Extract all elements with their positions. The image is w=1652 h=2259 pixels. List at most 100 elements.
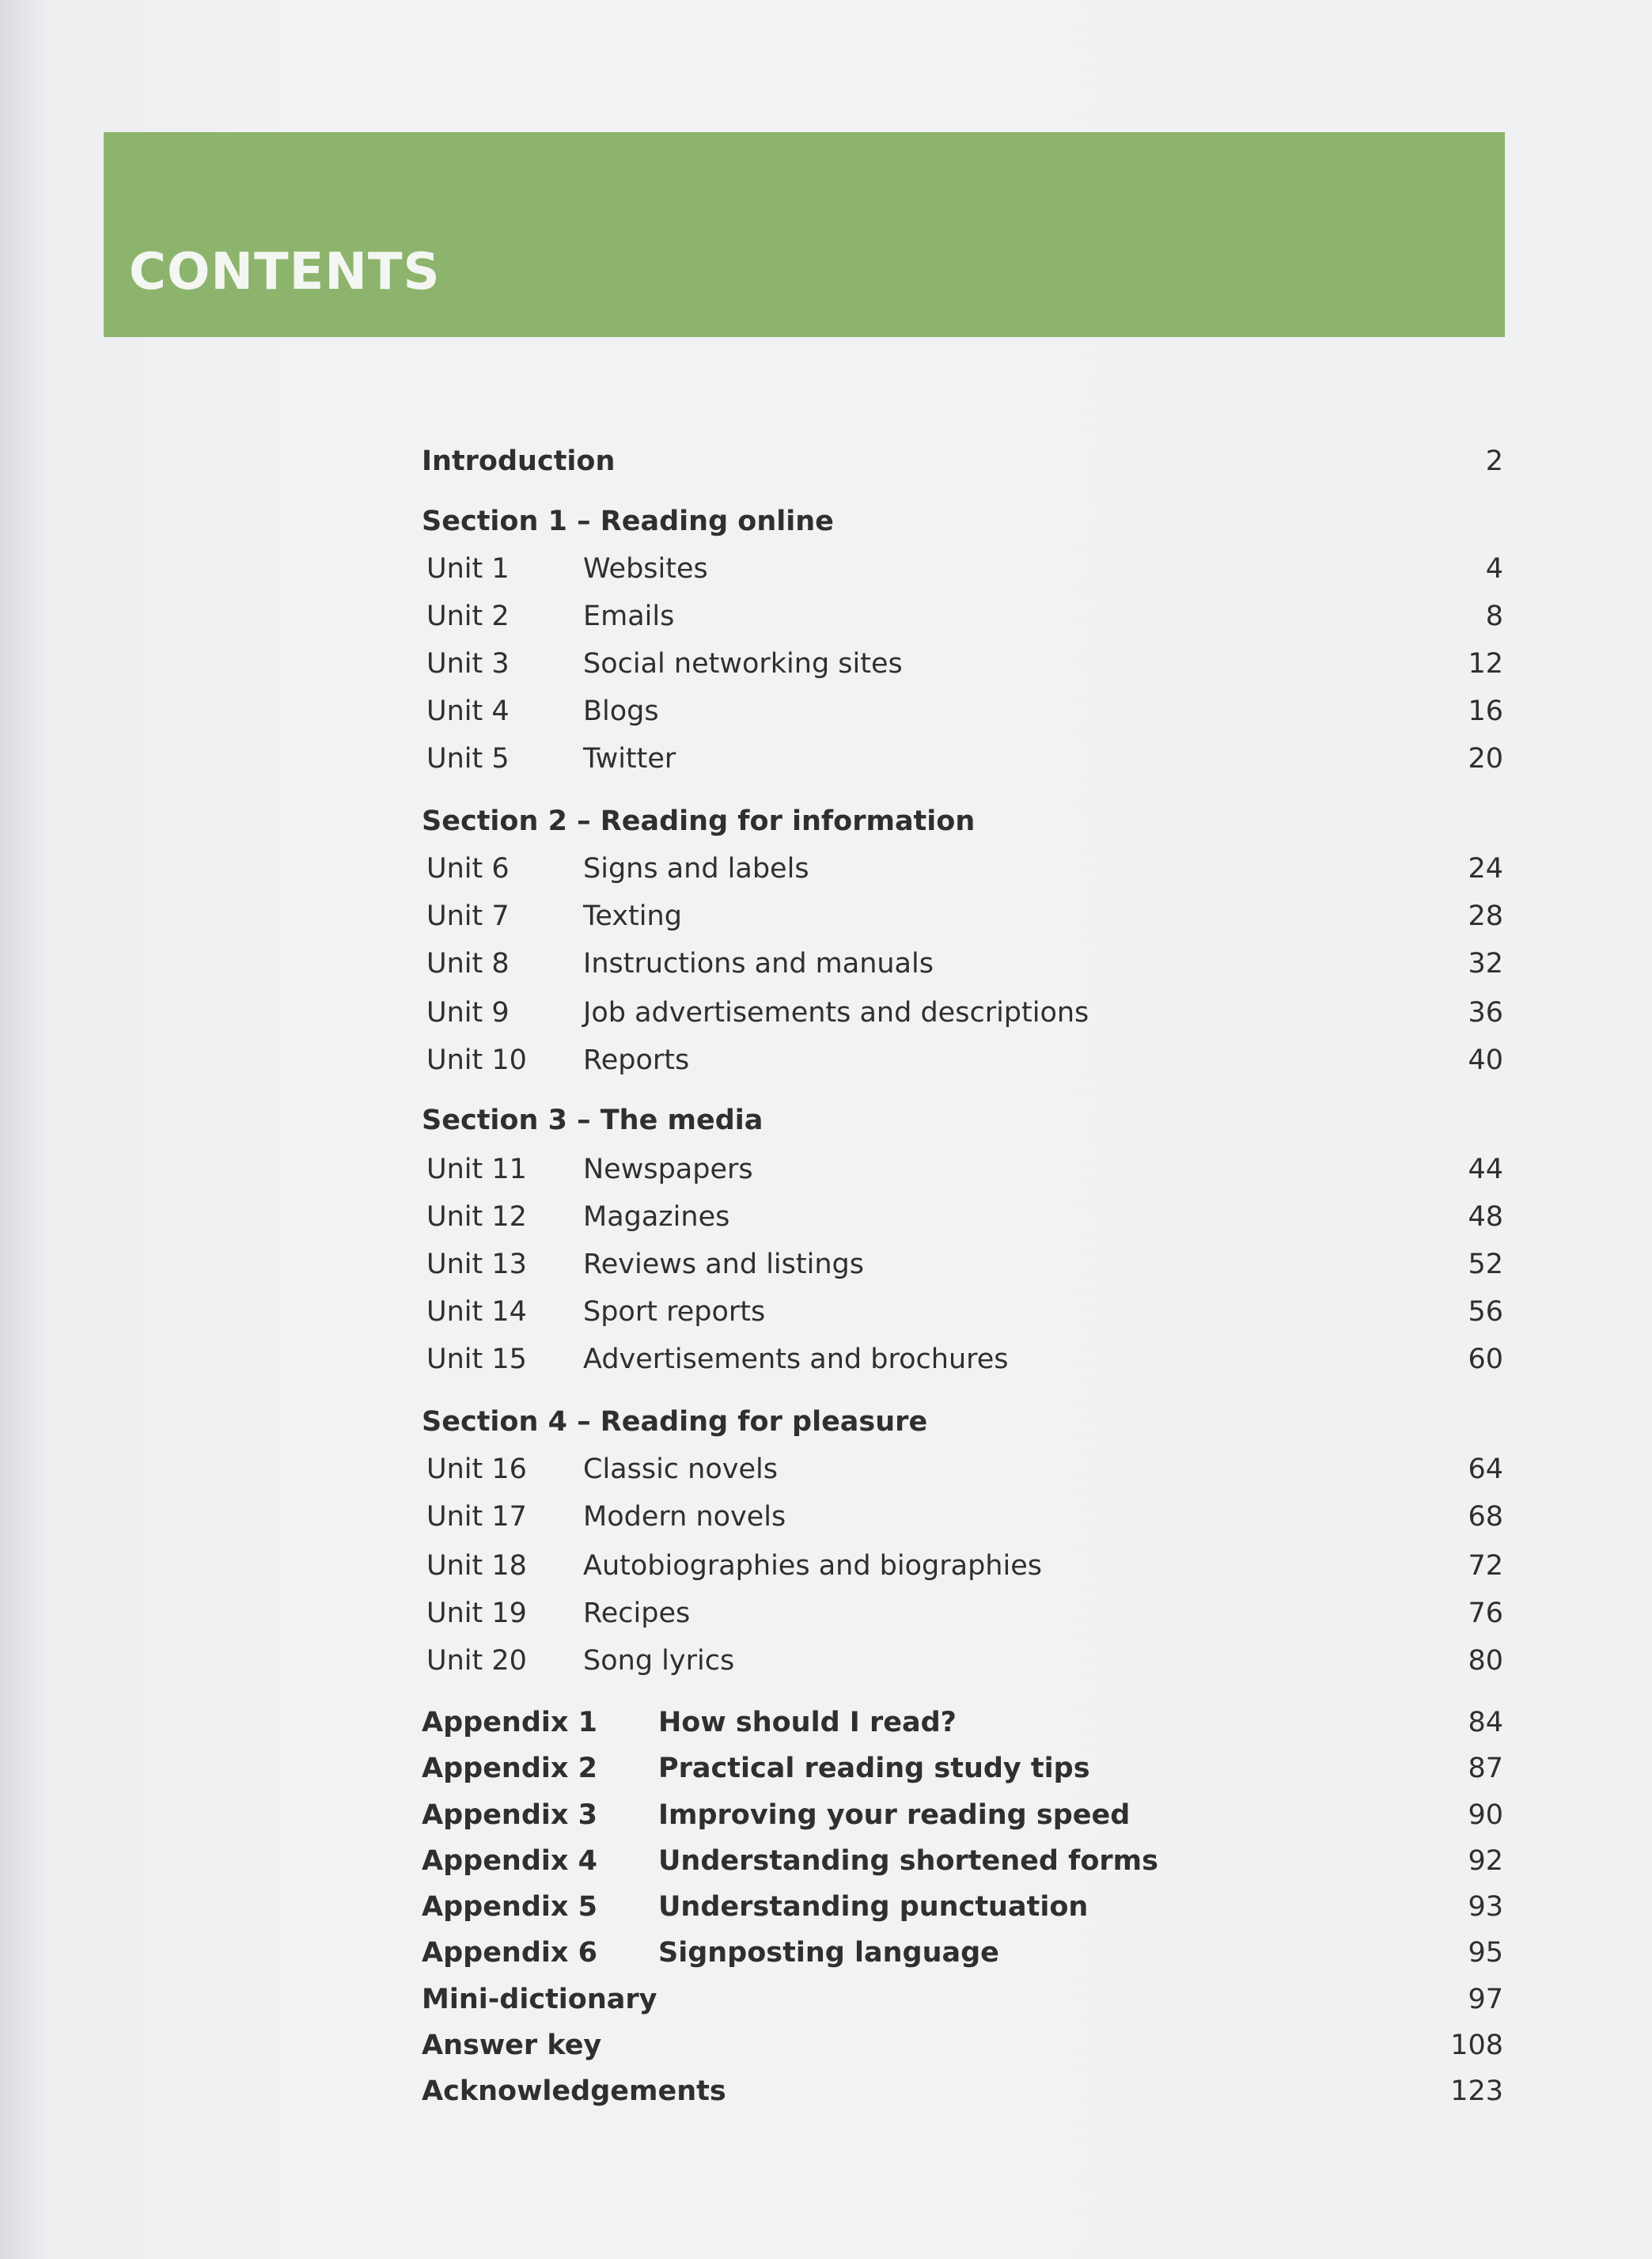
page-number: 16 [1468, 696, 1503, 728]
page-number: 68 [1468, 1500, 1503, 1533]
page-number: 12 [1468, 648, 1503, 680]
appendix-title: Practical reading study tips [658, 1753, 1090, 1785]
unit-number: Unit 8 [426, 947, 510, 980]
unit-title: Song lyrics [583, 1644, 735, 1677]
page-number: 108 [1450, 2029, 1503, 2061]
toc-entry: Appendix 4 Understanding shortened forms 9… [0, 1841, 1652, 1881]
unit-number: Unit 10 [426, 1044, 527, 1076]
toc-entry: Unit 2 Emails 8 [0, 597, 1652, 636]
unit-title: Blogs [583, 696, 659, 728]
page-number: 123 [1450, 2075, 1503, 2108]
toc-entry: Unit 20 Song lyrics 80 [0, 1641, 1652, 1681]
unit-title: Reviews and listings [583, 1249, 864, 1281]
unit-number: Unit 3 [426, 648, 510, 680]
unit-title: Social networking sites [583, 648, 903, 680]
unit-number: Unit 17 [426, 1500, 527, 1533]
toc-entry: Unit 18 Autobiographies and biographies 72 [0, 1546, 1652, 1586]
unit-title: Modern novels [583, 1500, 786, 1533]
toc-entry: Section 1 – Reading online [0, 502, 1652, 541]
unit-number: Unit 18 [426, 1549, 527, 1582]
toc-entry: Unit 17 Modern novels 68 [0, 1497, 1652, 1537]
page-number: 24 [1468, 852, 1503, 885]
unit-number: Unit 13 [426, 1249, 527, 1281]
page-number: 80 [1468, 1644, 1503, 1677]
unit-number: Unit 7 [426, 900, 510, 932]
appendix-title: Understanding punctuation [658, 1891, 1089, 1924]
toc-entry: Unit 16 Classic novels 64 [0, 1450, 1652, 1489]
unit-title: Reports [583, 1044, 690, 1076]
unit-number: Unit 4 [426, 696, 510, 728]
toc-entry: Unit 8 Instructions and manuals 32 [0, 944, 1652, 984]
page-number: 84 [1468, 1707, 1503, 1739]
unit-number: Unit 11 [426, 1154, 527, 1186]
unit-number: Unit 15 [426, 1344, 527, 1376]
entry-label: Mini-dictionary [422, 1983, 657, 2015]
unit-title: Websites [583, 553, 708, 586]
page-title: CONTENTS [129, 243, 441, 301]
unit-title: Emails [583, 601, 675, 633]
toc-entry: Unit 10 Reports 40 [0, 1040, 1652, 1080]
unit-title: Recipes [583, 1597, 691, 1629]
contents-banner: CONTENTS [104, 132, 1505, 337]
unit-number: Unit 12 [426, 1201, 527, 1234]
page-number: 92 [1468, 1844, 1503, 1877]
toc-entry: Section 3 – The media [0, 1101, 1652, 1140]
toc-entry: Introduction 2 [0, 442, 1652, 481]
section-heading: Section 3 – The media [422, 1105, 763, 1137]
unit-title: Twitter [583, 743, 676, 775]
page-number: 87 [1468, 1753, 1503, 1785]
appendix-title: Understanding shortened forms [658, 1844, 1158, 1877]
page-number: 32 [1468, 947, 1503, 980]
toc-entry: Appendix 3 Improving your reading speed 90 [0, 1795, 1652, 1835]
page-number: 28 [1468, 900, 1503, 932]
toc-entry: Unit 3 Social networking sites 12 [0, 644, 1652, 684]
page-number: 76 [1468, 1597, 1503, 1629]
unit-number: Unit 19 [426, 1597, 527, 1629]
toc-entry: Appendix 1 How should I read? 84 [0, 1703, 1652, 1742]
appendix-label: Appendix 5 [422, 1891, 598, 1924]
section-heading: Section 4 – Reading for pleasure [422, 1405, 928, 1438]
unit-title: Job advertisements and descriptions [583, 996, 1089, 1029]
entry-label: Answer key [422, 2029, 602, 2061]
unit-title: Texting [583, 900, 682, 932]
unit-title: Instructions and manuals [583, 947, 934, 980]
toc-entry: Unit 1 Websites 4 [0, 549, 1652, 589]
toc-entry: Section 4 – Reading for pleasure [0, 1402, 1652, 1442]
entry-label: Acknowledgements [422, 2075, 726, 2108]
toc-entry: Unit 6 Signs and labels 24 [0, 849, 1652, 889]
unit-number: Unit 6 [426, 852, 510, 885]
toc-entry: Unit 13 Reviews and listings 52 [0, 1245, 1652, 1284]
appendix-label: Appendix 1 [422, 1707, 598, 1739]
toc-entry: Unit 7 Texting 28 [0, 896, 1652, 936]
appendix-title: Signposting language [658, 1937, 999, 1969]
page-number: 36 [1468, 996, 1503, 1029]
toc-entry: Appendix 6 Signposting language 95 [0, 1933, 1652, 1973]
page-number: 40 [1468, 1044, 1503, 1076]
unit-title: Newspapers [583, 1154, 753, 1186]
toc-entry: Unit 4 Blogs 16 [0, 692, 1652, 731]
page-number: 48 [1468, 1201, 1503, 1234]
page-number: 2 [1485, 445, 1503, 477]
appendix-title: How should I read? [658, 1707, 957, 1739]
page-number: 97 [1468, 1983, 1503, 2015]
toc-entry: Mini-dictionary 97 [0, 1980, 1652, 2019]
toc-entry: Unit 11 Newspapers 44 [0, 1150, 1652, 1189]
appendix-title: Improving your reading speed [658, 1798, 1131, 1831]
toc-entry: Unit 14 Sport reports 56 [0, 1292, 1652, 1332]
page-number: 20 [1468, 743, 1503, 775]
page-number: 4 [1485, 553, 1503, 586]
appendix-label: Appendix 3 [422, 1798, 598, 1831]
section-heading: Section 1 – Reading online [422, 505, 834, 537]
unit-title: Magazines [583, 1201, 730, 1234]
entry-label: Introduction [422, 445, 616, 477]
toc-entry: Answer key 108 [0, 2026, 1652, 2065]
appendix-label: Appendix 2 [422, 1753, 598, 1785]
unit-number: Unit 5 [426, 743, 510, 775]
unit-number: Unit 2 [426, 601, 510, 633]
unit-title: Sport reports [583, 1296, 766, 1328]
unit-title: Signs and labels [583, 852, 809, 885]
unit-number: Unit 20 [426, 1644, 527, 1677]
page-number: 44 [1468, 1154, 1503, 1186]
toc-entry: Unit 19 Recipes 76 [0, 1594, 1652, 1633]
toc-entry: Acknowledgements 123 [0, 2071, 1652, 2111]
